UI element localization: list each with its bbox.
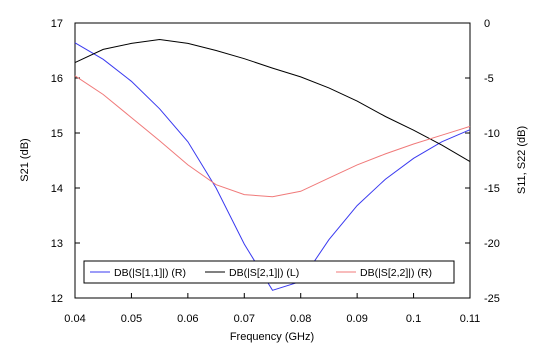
y-right-tick-label: -5 [484,73,494,85]
x-tick-label: 0.04 [64,313,85,325]
x-tick-label: 0.09 [346,313,367,325]
x-axis-label: Frequency (GHz) [230,331,314,343]
plot-area [74,22,471,299]
legend: DB(|S[1,1]|) (R) DB(|S[2,1]|) (L) DB(|S[2,… [83,260,455,284]
x-tick-label: 0.1 [406,313,421,325]
y-left-tick-label: 12 [51,293,63,305]
series-line-3 [74,75,471,198]
tick-group: 0.04 0.05 0.06 0.07 0.08 0.09 0.1 0.11 12 13 14 15 1… [51,18,500,325]
x-tick-label: 0.11 [460,313,481,325]
x-tick-label: 0.06 [177,313,198,325]
y-left-tick-label: 17 [51,18,63,30]
y-left-tick-label: 15 [51,128,63,140]
y-left-tick-label: 16 [51,73,63,85]
series-group [74,38,471,291]
y-right-tick-label: -15 [484,183,500,195]
series-line-1 [74,42,471,291]
y-axis-right-label: S11, S22 (dB) [516,126,528,194]
legend-label: DB(|S[2,2]|) (R) [360,267,432,279]
legend-box [83,260,455,284]
x-tick-label: 0.05 [121,313,142,325]
x-tick-label: 0.08 [290,313,311,325]
y-left-tick-label: 14 [51,183,63,195]
series-line-2 [74,38,471,163]
y-right-tick-label: 0 [484,18,490,30]
y-right-tick-label: -10 [484,128,500,140]
y-left-tick-label: 13 [51,238,63,250]
legend-label: DB(|S[2,1]|) (L) [229,267,299,279]
y-right-tick-label: -25 [484,293,500,305]
legend-label: DB(|S[1,1]|) (R) [114,267,186,279]
x-tick-label: 0.07 [234,313,255,325]
y-axis-left-label: S21 (dB) [19,138,31,181]
y-right-tick-label: -20 [484,238,500,250]
